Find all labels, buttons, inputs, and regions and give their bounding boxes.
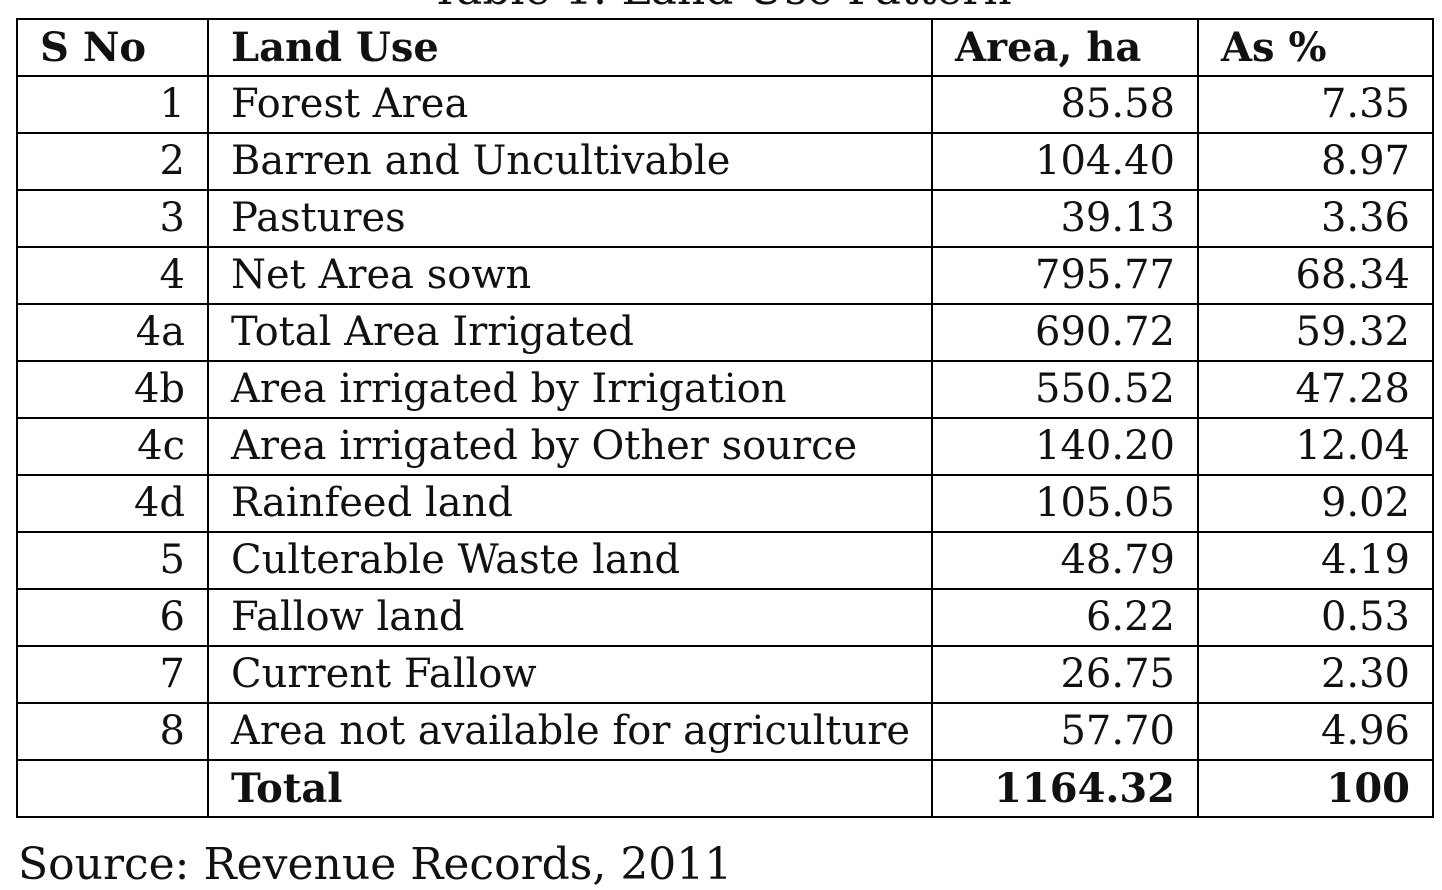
total-area: 1164.32 (931, 759, 1199, 818)
cell-area: 104.40 (931, 132, 1199, 191)
cell-percent: 12.04 (1197, 417, 1434, 476)
table-row: 1 Forest Area 85.58 7.35 (16, 75, 1434, 134)
table-row: 8 Area not available for agriculture 57.… (16, 702, 1434, 761)
cell-land-use: Culterable Waste land (207, 531, 933, 590)
cell-percent: 7.35 (1197, 75, 1434, 134)
cell-land-use: Area irrigated by Other source (207, 417, 933, 476)
cell-percent: 0.53 (1197, 588, 1434, 647)
cell-land-use: Area not available for agriculture (207, 702, 933, 761)
table-row: 5 Culterable Waste land 48.79 4.19 (16, 531, 1434, 590)
header-area: Area, ha (931, 18, 1199, 77)
cell-area: 26.75 (931, 645, 1199, 704)
table-row: 4d Rainfeed land 105.05 9.02 (16, 474, 1434, 533)
cell-percent: 8.97 (1197, 132, 1434, 191)
cell-sno: 2 (16, 132, 209, 191)
cell-sno: 7 (16, 645, 209, 704)
cell-percent: 4.19 (1197, 531, 1434, 590)
cell-land-use: Forest Area (207, 75, 933, 134)
land-use-table: S No Land Use Area, ha As % 1 Forest Are… (16, 18, 1434, 818)
table-row: 2 Barren and Uncultivable 104.40 8.97 (16, 132, 1434, 191)
cell-area: 39.13 (931, 189, 1199, 248)
total-label: Total (207, 759, 933, 818)
cell-land-use: Total Area Irrigated (207, 303, 933, 362)
cell-area: 6.22 (931, 588, 1199, 647)
table-caption: Table 1: Land Use Pattern (0, 0, 1442, 12)
cell-percent: 47.28 (1197, 360, 1434, 419)
cell-sno: 4a (16, 303, 209, 362)
cell-area: 85.58 (931, 75, 1199, 134)
cell-land-use: Pastures (207, 189, 933, 248)
cell-percent: 59.32 (1197, 303, 1434, 362)
table-row: 4 Net Area sown 795.77 68.34 (16, 246, 1434, 305)
table-row: 4a Total Area Irrigated 690.72 59.32 (16, 303, 1434, 362)
cell-area: 105.05 (931, 474, 1199, 533)
table-row: 6 Fallow land 6.22 0.53 (16, 588, 1434, 647)
cell-area: 140.20 (931, 417, 1199, 476)
cell-sno: 3 (16, 189, 209, 248)
cell-land-use: Rainfeed land (207, 474, 933, 533)
cell-sno: 4c (16, 417, 209, 476)
total-percent: 100 (1197, 759, 1434, 818)
table-header-row: S No Land Use Area, ha As % (16, 18, 1434, 77)
cell-percent: 9.02 (1197, 474, 1434, 533)
cell-area: 48.79 (931, 531, 1199, 590)
header-land-use: Land Use (207, 18, 933, 77)
total-row: Total 1164.32 100 (16, 759, 1434, 818)
table-row: 4c Area irrigated by Other source 140.20… (16, 417, 1434, 476)
source-note: Source: Revenue Records, 2011 (18, 839, 733, 890)
cell-sno: 4 (16, 246, 209, 305)
table-row: 4b Area irrigated by Irrigation 550.52 4… (16, 360, 1434, 419)
cell-sno: 5 (16, 531, 209, 590)
cell-sno: 4b (16, 360, 209, 419)
cell-sno: 4d (16, 474, 209, 533)
cell-sno: 6 (16, 588, 209, 647)
cell-land-use: Barren and Uncultivable (207, 132, 933, 191)
total-sno (16, 759, 209, 818)
header-sno: S No (16, 18, 209, 77)
cell-area: 795.77 (931, 246, 1199, 305)
table-row: 7 Current Fallow 26.75 2.30 (16, 645, 1434, 704)
cell-land-use: Area irrigated by Irrigation (207, 360, 933, 419)
cell-area: 690.72 (931, 303, 1199, 362)
cell-sno: 8 (16, 702, 209, 761)
cell-percent: 4.96 (1197, 702, 1434, 761)
cell-percent: 68.34 (1197, 246, 1434, 305)
cell-percent: 2.30 (1197, 645, 1434, 704)
cell-area: 57.70 (931, 702, 1199, 761)
header-percent: As % (1197, 18, 1434, 77)
cell-land-use: Fallow land (207, 588, 933, 647)
cell-sno: 1 (16, 75, 209, 134)
cell-percent: 3.36 (1197, 189, 1434, 248)
cell-area: 550.52 (931, 360, 1199, 419)
table-row: 3 Pastures 39.13 3.36 (16, 189, 1434, 248)
cell-land-use: Current Fallow (207, 645, 933, 704)
cell-land-use: Net Area sown (207, 246, 933, 305)
